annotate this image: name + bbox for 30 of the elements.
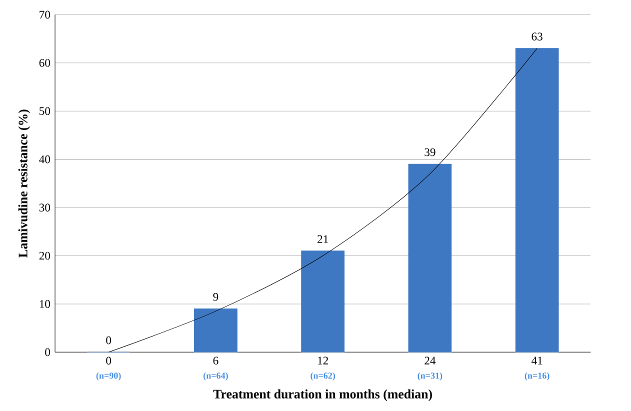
x-tick-label: 41 <box>532 356 542 364</box>
text: (n=31) <box>418 372 442 381</box>
bar <box>408 164 452 352</box>
x-tick-label: 6 <box>213 356 218 365</box>
x-tick-label: 0 <box>106 356 112 365</box>
data-label: 0 <box>106 336 112 344</box>
bar <box>301 250 345 352</box>
x-axis-title: Treatment duration in months (median) <box>213 389 432 402</box>
y-tick-label: 60 <box>39 59 50 67</box>
line-series <box>108 48 538 352</box>
y-tick-label: 50 <box>40 107 50 116</box>
y-tick-label: 10 <box>40 300 50 308</box>
text: (n=90) <box>96 372 121 381</box>
data-label: 39 <box>424 148 436 156</box>
bar <box>194 308 238 352</box>
y-tick-label: 0 <box>45 348 50 356</box>
x-tick-label: 24 <box>424 356 436 364</box>
y-axis-title: Lamivudine resistance (%) <box>18 110 30 258</box>
y-tick-label: 70 <box>40 10 50 19</box>
data-label: 63 <box>532 32 542 40</box>
x-tick-label: 12 <box>318 356 328 364</box>
y-tick-label: 20 <box>39 252 50 260</box>
text: (n=64) <box>204 372 228 381</box>
bar <box>515 48 559 352</box>
text: (n=16) <box>524 372 550 381</box>
data-label: 9 <box>213 293 218 301</box>
y-tick-label: 40 <box>39 155 50 164</box>
text: (n=62) <box>310 372 336 381</box>
y-tick-label: 30 <box>39 204 50 212</box>
data-label: 21 <box>318 235 328 243</box>
